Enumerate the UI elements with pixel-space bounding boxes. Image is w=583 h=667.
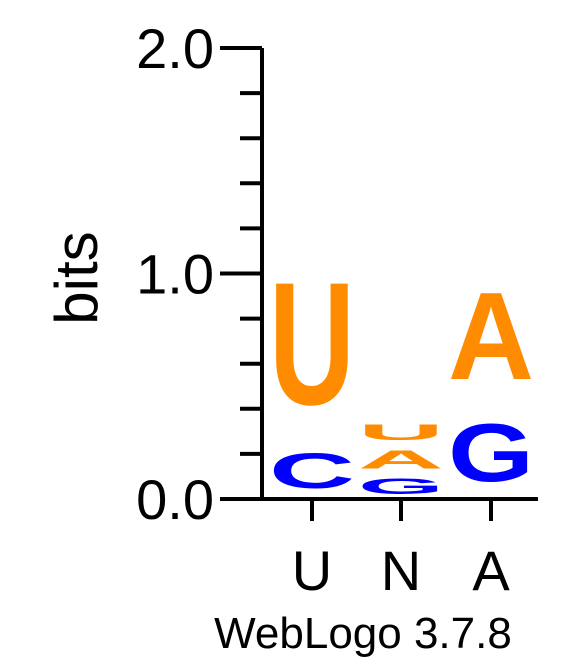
x-tick-label: U [292, 539, 332, 602]
logo-letter-c: C [269, 443, 355, 499]
logo-letter-g: G [358, 474, 444, 499]
logo-letter-g: G [448, 406, 534, 498]
x-tick-label: A [472, 539, 510, 602]
logo-letter-u: U [269, 245, 355, 441]
stack-position-1: CU [269, 245, 355, 499]
y-tick-label: 0.0 [136, 468, 214, 531]
y-axis: 0.0 1.0 2.0 [136, 17, 264, 531]
logo-letter-a: A [448, 267, 534, 406]
stack-position-3: GA [448, 267, 534, 499]
logo-letter-u: U [358, 420, 444, 445]
x-tick-label: N [381, 539, 421, 602]
y-tick-label: 2.0 [136, 17, 214, 80]
weblogo-credit: WebLogo 3.7.8 [214, 609, 512, 658]
stack-position-2: GAU [358, 420, 444, 499]
y-tick-label: 1.0 [136, 243, 214, 306]
logo-letter-a: A [358, 445, 444, 474]
y-axis-title: bits [43, 231, 110, 324]
